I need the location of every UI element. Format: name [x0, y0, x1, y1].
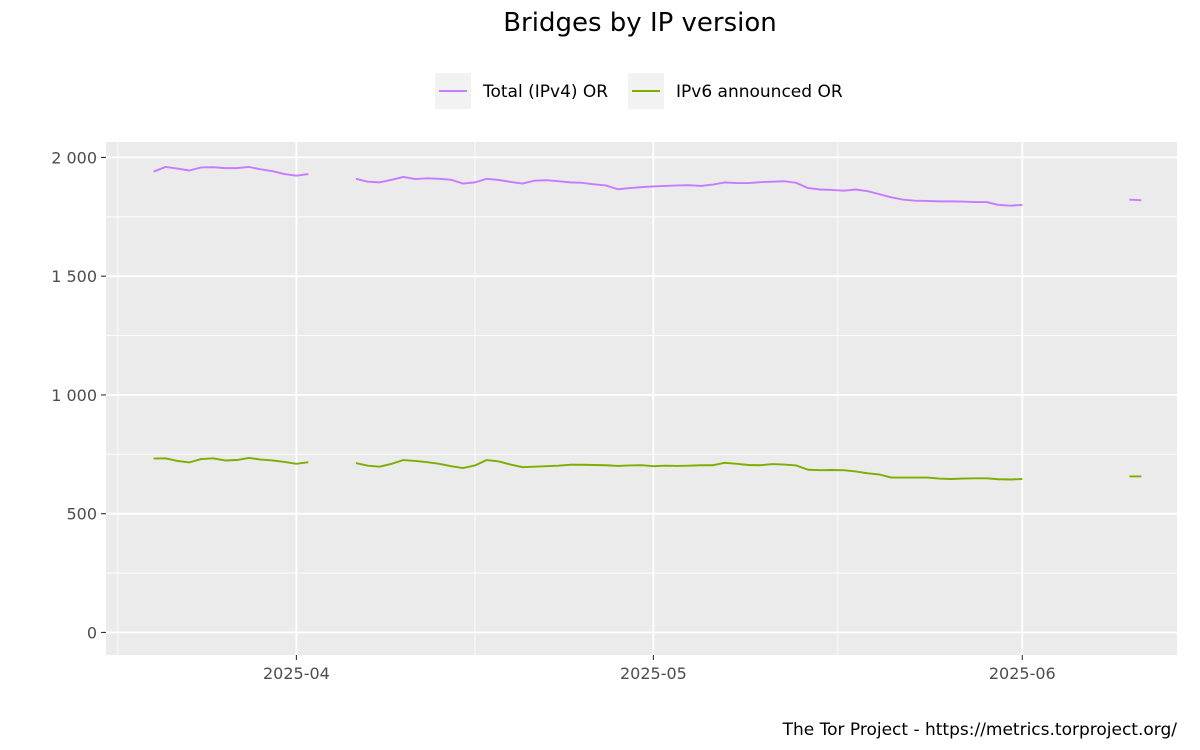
- y-tick-label: 1 500: [51, 267, 97, 286]
- ipv6-series-line: [153, 456, 309, 465]
- y-tick-label: 1 000: [51, 386, 97, 405]
- legend: Total (IPv4) OR IPv6 announced OR: [435, 73, 843, 109]
- ipv4-series-line: [355, 175, 1023, 207]
- x-tick-label: 2025-06: [989, 664, 1056, 683]
- legend-label-ipv6: IPv6 announced OR: [676, 82, 843, 102]
- ipv4-series-line: [153, 165, 309, 177]
- chart-caption: The Tor Project - https://metrics.torpro…: [782, 720, 1178, 740]
- y-tick-label: 2 000: [51, 148, 97, 167]
- x-tick-label: 2025-05: [620, 664, 687, 683]
- plot-panel: [106, 142, 1177, 655]
- grid-minor: [106, 142, 1177, 655]
- chart-title: Bridges by IP version: [503, 8, 777, 38]
- axis-layer: 0 500 1 000 1 500 2 000 2025-04 2025-05 2025-06: [51, 148, 1056, 683]
- ipv6-series-line: [355, 459, 1023, 481]
- y-tick-label: 0: [87, 623, 97, 642]
- x-tick-label: 2025-04: [263, 664, 330, 683]
- legend-label-ipv4: Total (IPv4) OR: [482, 82, 608, 102]
- grid-major: [106, 142, 1177, 655]
- series-layer: [153, 165, 1142, 481]
- y-tick-label: 500: [66, 505, 97, 524]
